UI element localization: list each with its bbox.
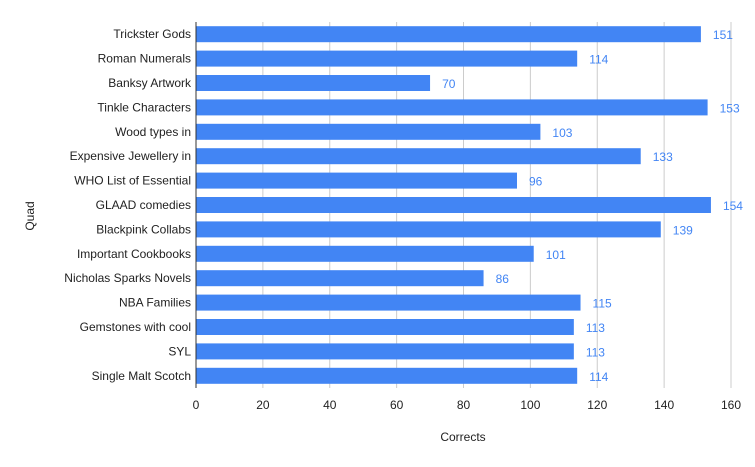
data-label: 133 — [653, 150, 673, 164]
x-tick-label: 80 — [457, 398, 471, 412]
bar[interactable] — [196, 75, 431, 91]
data-label: 70 — [442, 77, 456, 91]
category-label: NBA Families — [119, 296, 191, 310]
category-label: Important Cookbooks — [77, 247, 191, 261]
category-label: Nicholas Sparks Novels — [64, 271, 191, 285]
x-axis-title: Corrects — [440, 430, 485, 444]
x-tick-label: 0 — [193, 398, 200, 412]
bar[interactable] — [196, 221, 661, 238]
bar[interactable] — [196, 245, 534, 262]
x-tick-label: 100 — [520, 398, 540, 412]
category-label: Single Malt Scotch — [92, 369, 191, 383]
data-label: 103 — [552, 126, 572, 140]
category-label: Trickster Gods — [113, 27, 191, 41]
category-label: GLAAD comedies — [96, 198, 191, 212]
bar[interactable] — [196, 343, 574, 360]
bar[interactable] — [196, 319, 574, 335]
data-label: 139 — [673, 223, 693, 237]
data-label: 153 — [720, 101, 740, 115]
category-labels: Trickster Gods Roman Numerals Banksy Artwo… — [64, 27, 192, 383]
y-axis-title: Quad — [23, 201, 37, 230]
bar[interactable] — [196, 172, 517, 189]
data-label: 115 — [593, 297, 612, 311]
bar[interactable] — [196, 99, 708, 116]
bar[interactable] — [196, 123, 541, 140]
x-tick-label: 60 — [390, 398, 404, 412]
x-tick-label: 120 — [587, 398, 607, 412]
data-label: 114 — [589, 53, 608, 67]
data-label: 101 — [546, 248, 566, 262]
bar[interactable] — [196, 26, 701, 43]
data-label: 151 — [713, 28, 733, 42]
category-label: WHO List of Essential — [74, 174, 191, 188]
data-label: 114 — [589, 370, 608, 384]
category-label: Expensive Jewellery in — [70, 149, 191, 163]
bars — [196, 26, 711, 384]
x-tick-label: 40 — [323, 398, 337, 412]
data-label: 86 — [496, 272, 510, 286]
data-label: 154 — [723, 199, 743, 213]
data-label: 113 — [586, 345, 605, 359]
category-label: Banksy Artwork — [108, 76, 192, 90]
category-label: SYL — [168, 344, 191, 358]
category-label: Blackpink Collabs — [96, 222, 191, 236]
data-labels: 151 114 70 153 103 133 96 154 139 101 86 115 113 113 1… — [442, 28, 743, 384]
category-label: Roman Numerals — [98, 52, 191, 66]
category-label: Gemstones with cool — [80, 320, 191, 334]
x-tick-label: 20 — [256, 398, 270, 412]
category-label: Wood types in — [115, 125, 191, 139]
bar[interactable] — [196, 294, 581, 311]
x-tick-label: 160 — [721, 398, 741, 412]
x-tick-labels: 0 20 40 60 80 100 120 140 160 — [193, 398, 742, 412]
data-label: 96 — [529, 175, 543, 189]
bar[interactable] — [196, 50, 578, 67]
bar[interactable] — [196, 197, 711, 213]
x-tick-label: 140 — [654, 398, 674, 412]
category-label: Tinkle Characters — [97, 100, 191, 114]
bar[interactable] — [196, 148, 641, 165]
bar[interactable] — [196, 270, 484, 287]
bar[interactable] — [196, 367, 578, 384]
data-label: 113 — [586, 321, 605, 335]
